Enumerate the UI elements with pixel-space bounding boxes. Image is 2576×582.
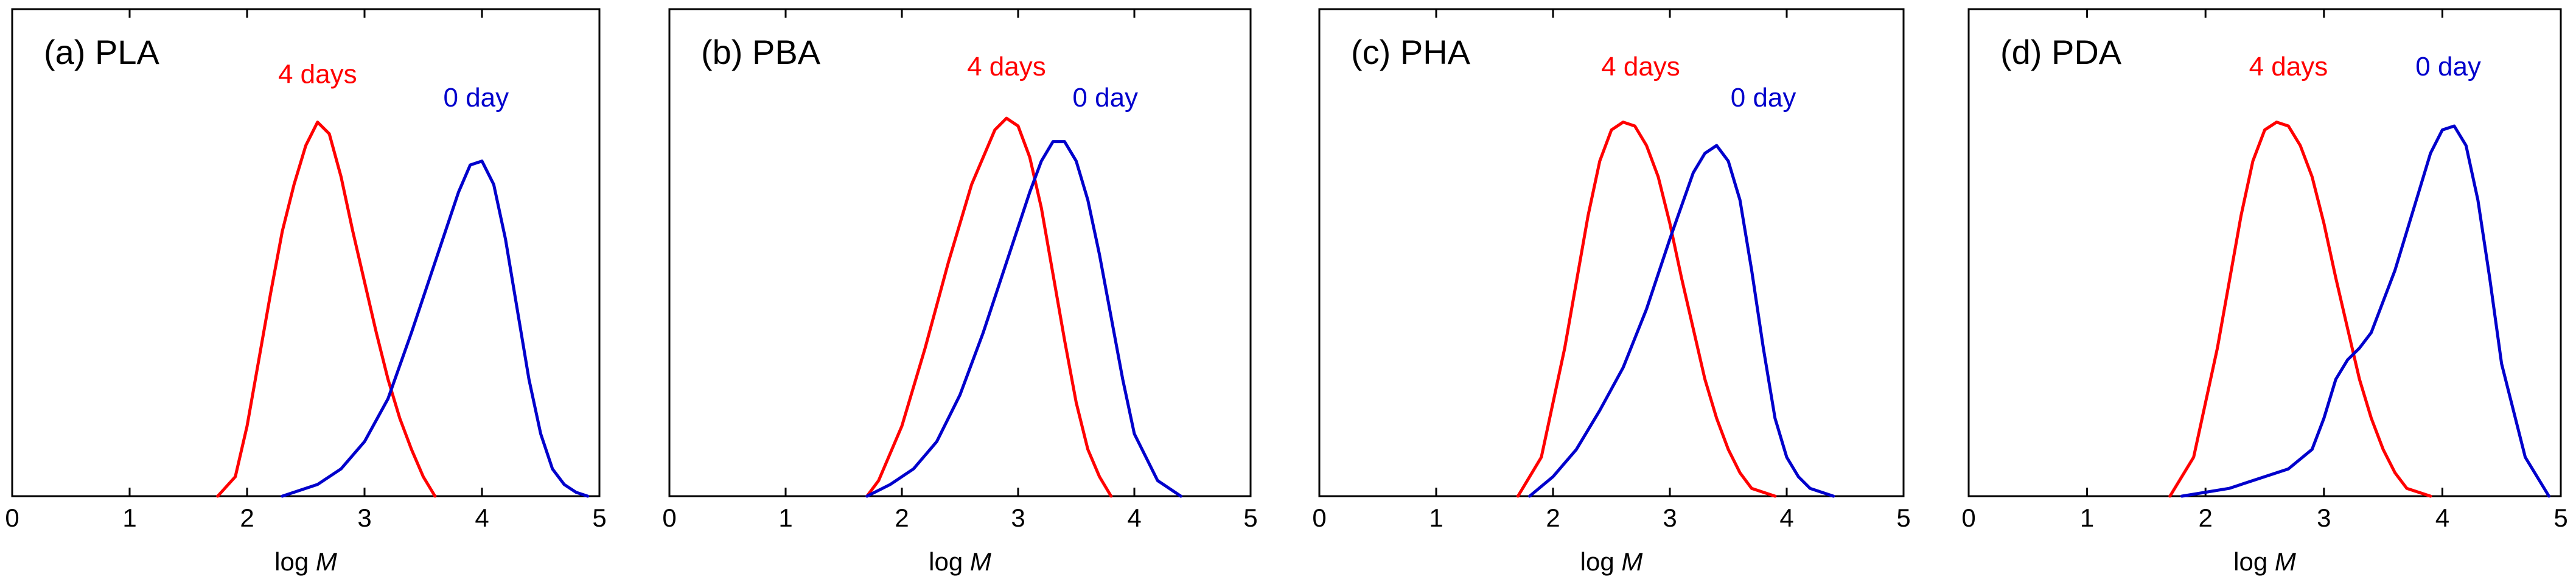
series-label-four-days: 4 days [967,52,1046,82]
x-tick-label: 3 [2317,503,2331,532]
series-line-zero-day [1528,144,1835,498]
x-tick-label: 1 [2080,503,2094,532]
x-tick-label: 2 [1546,503,1560,532]
series-label-four-days: 4 days [1601,52,1680,82]
x-tick-label: 0 [1312,503,1326,532]
x-tick-label: 4 [2435,503,2449,532]
plot-frame [11,8,601,497]
plot-frame [1967,8,2562,497]
chart-panel-3: 0 1 2 3 4 5 log M (c) PHA 4 days 0 day [1312,8,1911,576]
chart-panel-2: 0 1 2 3 4 5 log M (b) PBA 4 days 0 day [662,8,1258,576]
x-tick-label: 2 [895,503,909,532]
x-tick-label: 2 [240,503,254,532]
x-tick-label: 3 [1663,503,1677,532]
plot-frame [1318,8,1905,497]
x-tick-label: 3 [1011,503,1025,532]
x-tick-label: 5 [1243,503,1257,532]
x-axis-title: log M [929,547,991,576]
series-line-four-days [216,121,437,498]
x-tick-label: 4 [1779,503,1793,532]
x-tick-label: 0 [662,503,676,532]
x-tick-label: 5 [1896,503,1910,532]
plot-frame [668,8,1252,497]
x-tick-label: 0 [5,503,19,532]
x-tick-label: 2 [2199,503,2213,532]
series-label-four-days: 4 days [278,60,357,89]
series-line-zero-day [2180,124,2550,498]
x-tick-label: 1 [122,503,136,532]
series-line-four-days [1516,121,1777,498]
series-line-zero-day [865,140,1182,498]
series-label-zero-day: 0 day [444,83,509,113]
series-line-four-days [865,116,1113,498]
x-tick-label: 1 [778,503,792,532]
series-line-four-days [2168,121,2432,498]
x-tick-label: 5 [592,503,606,532]
series-label-zero-day: 0 day [1072,83,1138,113]
x-axis-title: log M [2233,547,2296,576]
panel-title: (c) PHA [1351,33,1471,71]
series-label-zero-day: 0 day [1731,83,1796,113]
series-label-four-days: 4 days [2249,52,2328,82]
chart-panel-1: 0 1 2 3 4 5 log M (a) PLA 4 days 0 day [5,8,607,576]
x-tick-label: 5 [2553,503,2567,532]
x-tick-label: 0 [1961,503,1975,532]
panel-title: (a) PLA [44,33,159,71]
x-tick-label: 1 [1429,503,1443,532]
panel-title: (d) PDA [2000,33,2122,71]
x-axis-title: log M [1580,547,1643,576]
chart-panel-4: 0 1 2 3 4 5 log M (d) PDA 4 days 0 day [1961,8,2568,576]
series-label-zero-day: 0 day [2415,52,2481,82]
x-tick-label: 3 [357,503,371,532]
series-line-zero-day [281,160,590,498]
x-tick-label: 4 [475,503,489,532]
x-tick-label: 4 [1127,503,1141,532]
panel-title: (b) PBA [701,33,821,71]
x-axis-title: log M [274,547,337,576]
